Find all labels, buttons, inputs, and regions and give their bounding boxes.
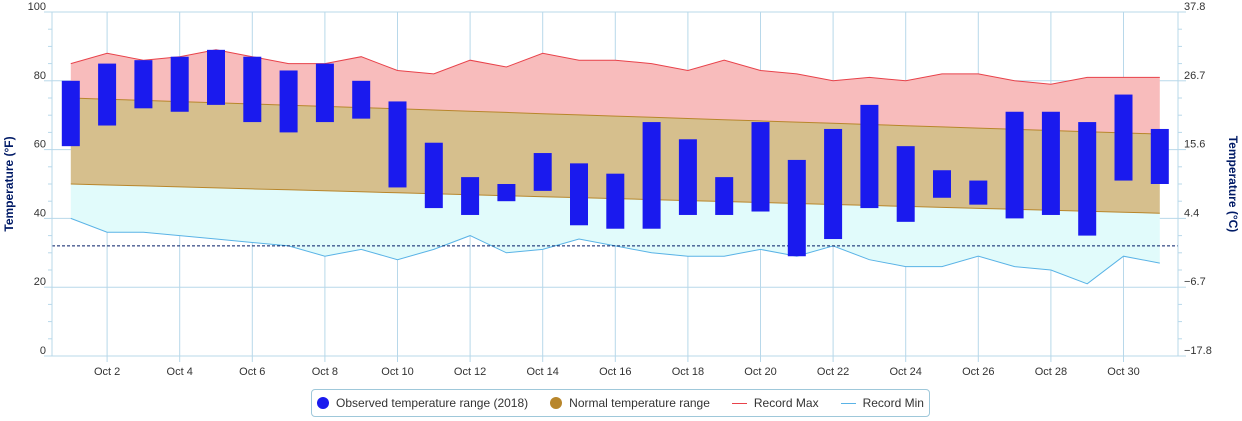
y-right-tick-label: 15.6 [1184, 139, 1205, 151]
observed-range-bar [461, 177, 480, 215]
normal-range-symbol-icon [550, 397, 563, 409]
x-tick-label: Oct 10 [381, 366, 413, 378]
observed-range-bar [388, 101, 407, 188]
x-tick-label: Oct 2 [94, 366, 120, 378]
y-left-tick-label: 20 [34, 276, 46, 288]
x-tick-label: Oct 18 [672, 366, 704, 378]
x-tick-label: Oct 14 [526, 366, 558, 378]
record-min-line [70, 217, 1160, 285]
record-min-area [70, 184, 1160, 284]
legend-label-observed: Observed temperature range (2018) [336, 396, 529, 410]
y-right-tick-label: 4.4 [1184, 207, 1199, 219]
observed-range-bar [533, 153, 552, 191]
observed-range-bar [606, 173, 625, 229]
x-tick-label: Oct 16 [599, 366, 631, 378]
observed-range-bar [352, 80, 371, 119]
observed-range-bar [279, 70, 298, 133]
x-tick-label: Oct 6 [239, 366, 265, 378]
observed-range-bar [424, 142, 443, 209]
observed-range-bar [134, 60, 153, 109]
observed-range-bar [98, 63, 117, 126]
y-axis-title-left: Temperature (°F) [2, 136, 16, 231]
observed-range-bar [1078, 122, 1097, 236]
observed-range-bar [243, 56, 262, 123]
observed-range-bar [1041, 111, 1060, 215]
observed-range-bar [642, 122, 661, 229]
x-tick-label: Oct 24 [889, 366, 921, 378]
observed-range-bar [715, 177, 734, 215]
observed-range-bar [315, 63, 334, 123]
legend-item-normal[interactable]: Normal temperature range [550, 396, 710, 410]
y-axis-title-right: Temperature (°C) [1226, 136, 1240, 233]
observed-range-bar [896, 146, 915, 222]
observed-range-bar [969, 180, 988, 205]
record-min-line-icon [840, 402, 856, 404]
x-tick-label: Oct 12 [454, 366, 486, 378]
observed-range-bar [933, 170, 951, 198]
normal-range-area [70, 98, 1160, 214]
observed-range-bar [1114, 94, 1133, 181]
y-left-tick-label: 80 [34, 70, 46, 82]
observed-range-bar [1005, 111, 1024, 219]
observed-range-bar [207, 49, 225, 105]
observed-range-bar [860, 104, 879, 209]
x-tick-label: Oct 22 [817, 366, 849, 378]
record-max-line [70, 49, 1160, 85]
observed-range-bar [497, 184, 516, 202]
legend-label-record-min: Record Min [862, 396, 924, 410]
observed-range-bar [170, 56, 189, 112]
record-max-area [70, 49, 1160, 135]
legend-label-record-max: Record Max [753, 396, 819, 410]
observed-range-bar [787, 159, 806, 257]
observed-range-bar [751, 122, 770, 212]
observed-range-bar [678, 139, 697, 215]
x-tick-label: Oct 30 [1107, 366, 1139, 378]
y-left-tick-label: 0 [40, 345, 46, 357]
chart-legend: Observed temperature range (2018) Normal… [311, 389, 930, 417]
y-left-tick-label: 100 [28, 1, 46, 13]
observed-range-bar [1150, 128, 1169, 184]
x-tick-label: Oct 20 [744, 366, 776, 378]
observed-range-bar [61, 80, 80, 147]
y-left-tick-label: 40 [34, 207, 46, 219]
y-right-tick-label: −6.7 [1184, 276, 1206, 288]
x-tick-label: Oct 8 [312, 366, 338, 378]
observed-range-bar [824, 128, 843, 240]
legend-label-normal: Normal temperature range [569, 396, 710, 410]
y-left-tick-label: 60 [34, 139, 46, 151]
legend-item-observed[interactable]: Observed temperature range (2018) [317, 396, 528, 410]
x-tick-label: Oct 28 [1035, 366, 1067, 378]
record-max-line-icon [731, 402, 747, 404]
x-tick-label: Oct 4 [167, 366, 193, 378]
y-right-tick-label: 26.7 [1184, 70, 1205, 82]
y-right-tick-label: −17.8 [1184, 345, 1212, 357]
observed-range-symbol-icon [317, 397, 330, 409]
legend-item-record-min[interactable]: Record Min [840, 396, 924, 410]
observed-range-bar [570, 163, 588, 226]
x-tick-label: Oct 26 [962, 366, 994, 378]
legend-item-record-max[interactable]: Record Max [731, 396, 819, 410]
y-right-tick-label: 37.8 [1184, 1, 1205, 13]
